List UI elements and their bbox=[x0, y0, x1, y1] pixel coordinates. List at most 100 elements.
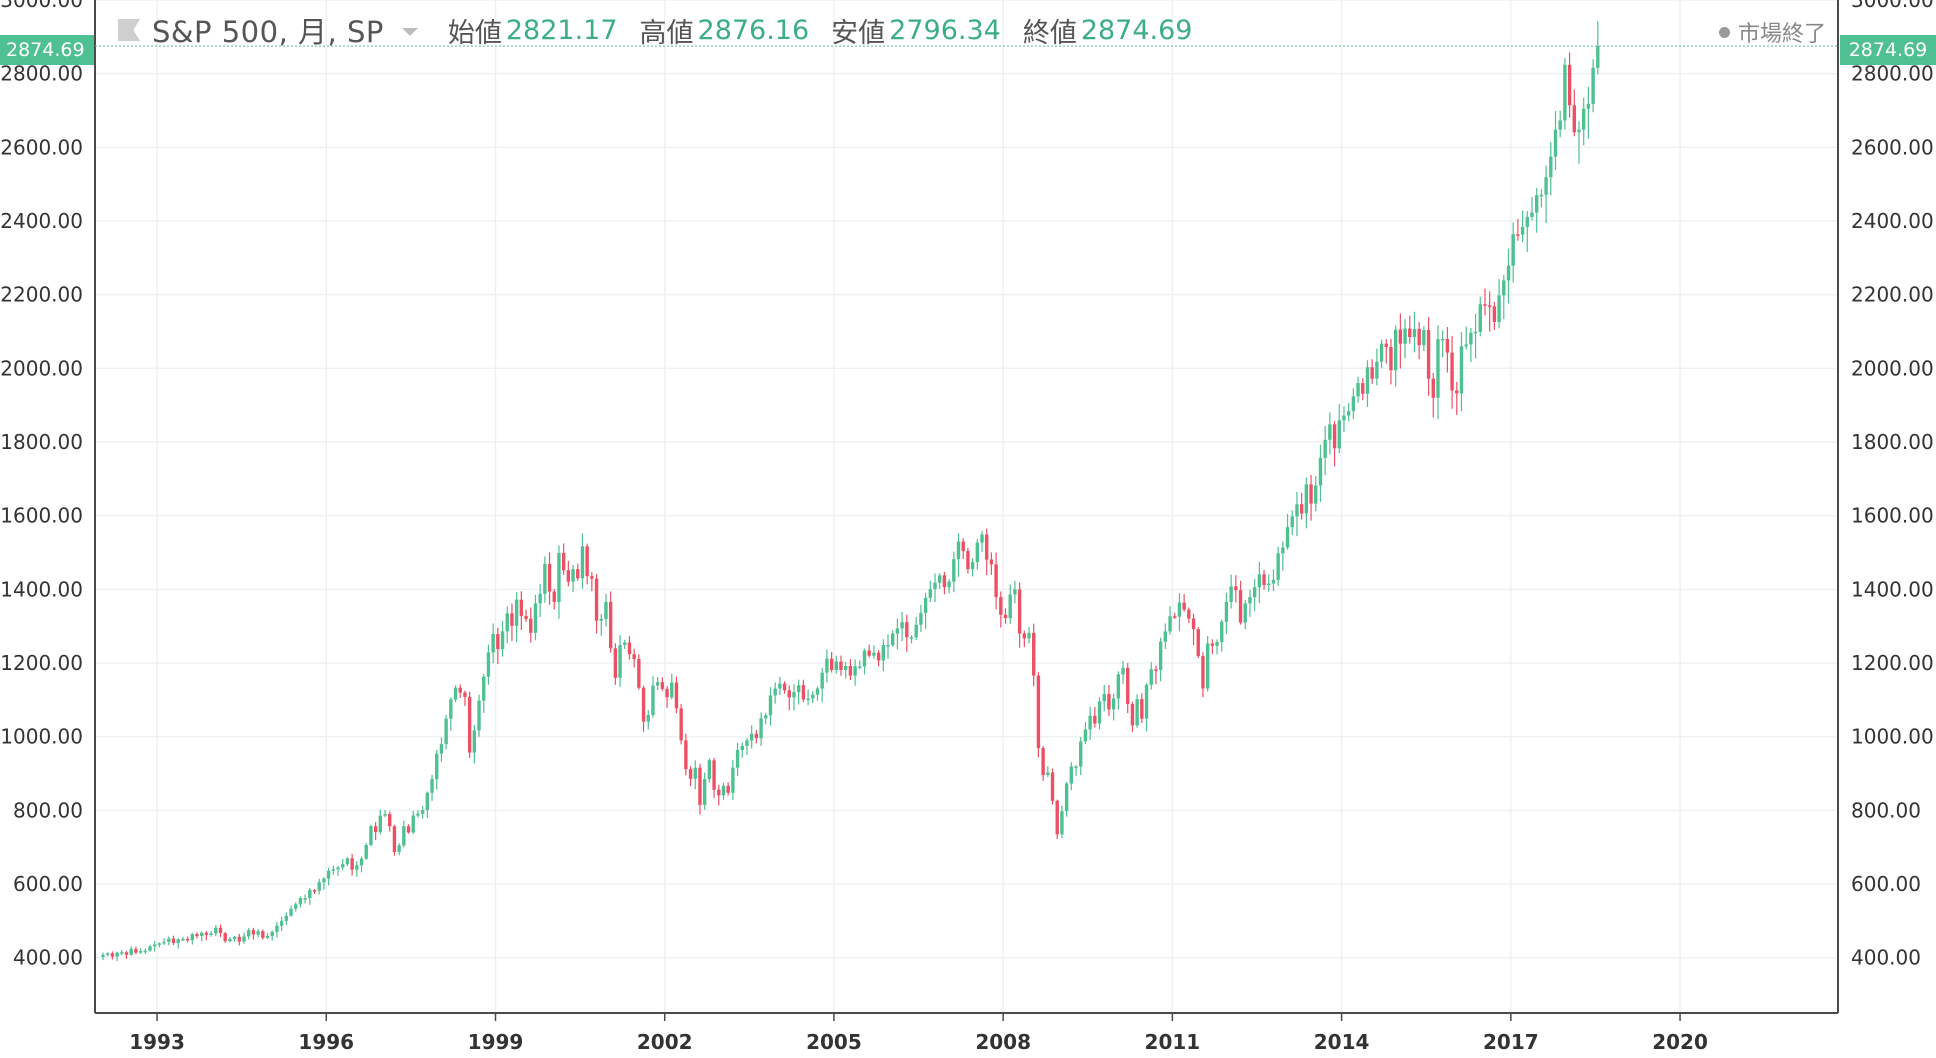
candle-body bbox=[594, 578, 599, 621]
candle-body bbox=[1492, 306, 1497, 322]
candle-body bbox=[223, 933, 227, 942]
candle-body bbox=[1417, 328, 1421, 346]
candle-body bbox=[571, 569, 575, 582]
candle-body bbox=[505, 613, 509, 632]
y-tick-label-left: 1800.00 bbox=[0, 430, 83, 454]
candle-body bbox=[1337, 420, 1341, 449]
candle-body bbox=[176, 939, 180, 944]
candle-body bbox=[467, 696, 472, 753]
y-tick-label-right: 1000.00 bbox=[1851, 725, 1934, 749]
candle-body bbox=[279, 920, 284, 926]
low-value: 2796.34 bbox=[889, 14, 1001, 46]
x-tick-label: 2005 bbox=[806, 1030, 862, 1054]
candle-body bbox=[543, 563, 547, 594]
candle-body bbox=[251, 930, 256, 935]
close-label: 終値 bbox=[1022, 17, 1077, 49]
candle-body bbox=[1135, 699, 1139, 726]
candle-body bbox=[815, 688, 820, 695]
candle-body bbox=[1177, 602, 1182, 617]
candle-body bbox=[388, 814, 392, 827]
candle-body bbox=[655, 682, 660, 686]
candle-body bbox=[613, 648, 618, 678]
candle-body bbox=[359, 858, 364, 866]
candle-body bbox=[519, 599, 524, 616]
y-tick-label-left: 800.00 bbox=[13, 798, 83, 822]
candle-body bbox=[679, 708, 683, 741]
candle-body bbox=[1553, 129, 1558, 157]
candle-body bbox=[858, 666, 862, 668]
candle-body bbox=[1252, 587, 1257, 598]
candle-body bbox=[444, 718, 448, 745]
candle-body bbox=[416, 813, 420, 816]
status-dot-icon bbox=[1718, 26, 1730, 38]
candle-body bbox=[688, 769, 693, 779]
candle-body bbox=[477, 700, 481, 731]
candle-body bbox=[209, 933, 213, 935]
candle-body bbox=[947, 581, 951, 588]
open-value: 2821.17 bbox=[505, 14, 618, 46]
price-axis-left[interactable]: 400.00 600.00 800.00 1000.00 1200.00 1400.00 1… bbox=[0, 0, 83, 970]
price-axis-right[interactable]: 400.00 600.00 800.00 1000.00 1200.00 1400.00 1… bbox=[1851, 0, 1934, 970]
candle-body bbox=[632, 654, 636, 660]
candle-body bbox=[580, 546, 585, 579]
candle-body bbox=[195, 934, 199, 937]
candle-body bbox=[876, 652, 881, 661]
candle-body bbox=[1506, 265, 1511, 281]
candle-body bbox=[1469, 332, 1473, 345]
y-tick-label-right: 800.00 bbox=[1851, 798, 1921, 822]
candle-body bbox=[1041, 748, 1045, 776]
market-status: 市場終了 bbox=[1718, 16, 1826, 48]
candle-body bbox=[881, 645, 885, 661]
candle-body bbox=[670, 682, 674, 698]
candle-body bbox=[834, 661, 838, 671]
high-value: 2876.16 bbox=[697, 14, 810, 46]
candle-body bbox=[1224, 601, 1229, 622]
y-tick-label-left: 1400.00 bbox=[0, 577, 83, 601]
candle-body bbox=[1530, 212, 1534, 217]
candle-body bbox=[905, 622, 909, 638]
candle-body bbox=[735, 749, 740, 768]
candle-body bbox=[980, 534, 984, 543]
candle-body bbox=[1093, 715, 1097, 724]
time-axis[interactable]: 1993 1996 1999 2002 2005 2008 2011 2014 2017 2020 bbox=[129, 1030, 1708, 1054]
candle-body bbox=[792, 692, 796, 698]
candle-body bbox=[1572, 105, 1576, 133]
candle-body bbox=[862, 650, 867, 667]
candle-body bbox=[1267, 583, 1271, 585]
candle-body bbox=[1511, 234, 1515, 266]
x-tick-label: 1999 bbox=[468, 1030, 524, 1054]
candle-body bbox=[472, 730, 477, 753]
candle-body bbox=[782, 683, 787, 691]
candle-body bbox=[1182, 602, 1186, 610]
candle-body bbox=[674, 682, 679, 709]
candle-body bbox=[1365, 367, 1370, 394]
candle-body bbox=[397, 845, 401, 853]
candle-body bbox=[430, 779, 434, 793]
candle-body bbox=[1582, 108, 1586, 130]
flag-icon[interactable] bbox=[118, 19, 140, 41]
candle-body bbox=[956, 541, 961, 560]
candle-body bbox=[1370, 367, 1374, 379]
symbol-title[interactable]: S&P 500, 月, SP bbox=[152, 15, 384, 49]
chevron-down-icon[interactable] bbox=[401, 28, 418, 36]
candle-body bbox=[576, 569, 580, 579]
candle-body bbox=[693, 767, 697, 779]
candle-body bbox=[1013, 589, 1017, 595]
candle-body bbox=[105, 953, 110, 955]
candle-body bbox=[886, 645, 890, 647]
candle-body bbox=[764, 715, 768, 719]
candle-body bbox=[1111, 698, 1116, 710]
candle-body bbox=[787, 690, 791, 698]
candle-body bbox=[1464, 344, 1468, 347]
candle-body bbox=[599, 618, 603, 621]
x-tick-label: 1993 bbox=[129, 1030, 185, 1054]
candle-body bbox=[1299, 504, 1304, 514]
candle-body bbox=[491, 633, 495, 653]
candle-body bbox=[660, 682, 665, 689]
candle-body bbox=[1290, 516, 1294, 528]
candle-body bbox=[641, 687, 646, 722]
candle-body bbox=[1478, 304, 1482, 332]
candle-body bbox=[1450, 352, 1454, 391]
candle-body bbox=[449, 699, 453, 719]
